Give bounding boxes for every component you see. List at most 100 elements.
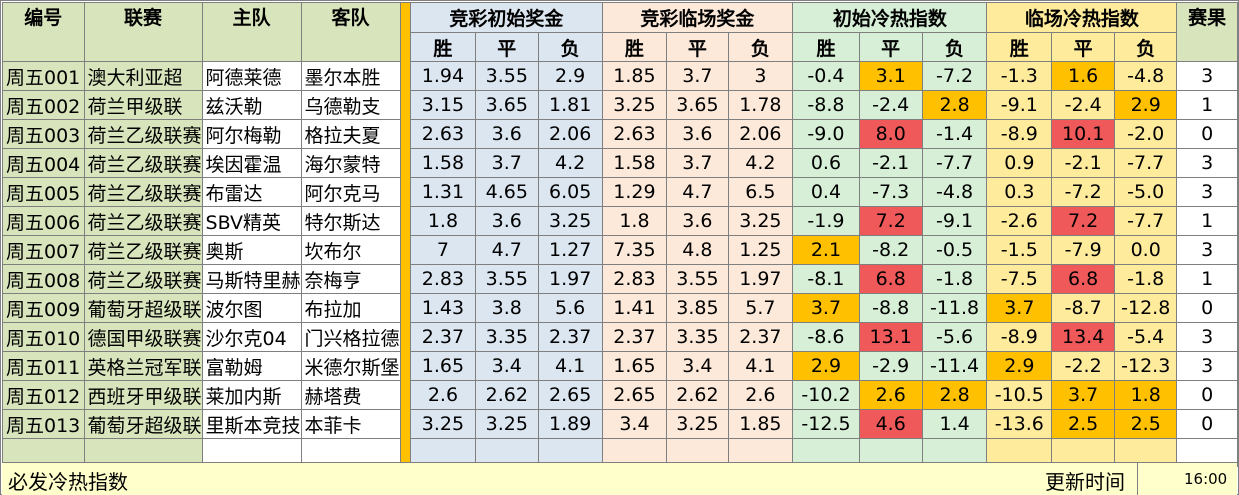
live-odds-draw: 3.6 xyxy=(666,119,729,149)
header-home: 主队 xyxy=(201,2,302,62)
live-odds-lose: 2.37 xyxy=(727,322,794,352)
sub-win: 胜 xyxy=(986,32,1053,62)
live-heat-win: -1.5 xyxy=(986,235,1053,265)
match-result: 0 xyxy=(1176,293,1238,323)
live-odds-draw: 3.4 xyxy=(666,351,729,381)
init-odds-draw: 3.6 xyxy=(474,119,539,149)
live-heat-draw: -2.4 xyxy=(1051,90,1116,120)
init-odds-lose: 3.25 xyxy=(537,206,603,236)
league-name: 葡萄牙超级联 xyxy=(83,293,203,323)
init-heat-win: 0.4 xyxy=(792,177,860,207)
live-odds-draw: 3.7 xyxy=(666,148,729,178)
init-odds-win: 3.25 xyxy=(410,409,476,439)
sub-draw: 平 xyxy=(1051,32,1116,62)
sub-lose: 负 xyxy=(537,32,603,62)
init-odds-draw: 2.62 xyxy=(474,380,539,410)
init-heat-win: -0.4 xyxy=(792,61,860,91)
sub-lose: 负 xyxy=(921,32,988,62)
init-heat-lose: 1.4 xyxy=(921,409,988,439)
init-heat-draw: 2.6 xyxy=(858,380,923,410)
table-row: 周五009 葡萄牙超级联 波尔图 布拉加 1.43 3.8 5.6 1.41 3.85 5.7 3.… xyxy=(2,293,1238,323)
init-heat-lose: -1.8 xyxy=(921,264,988,294)
empty-cell xyxy=(858,438,923,467)
live-odds-lose: 2.06 xyxy=(727,119,794,149)
live-heat-draw: 3.7 xyxy=(1051,380,1116,410)
init-odds-win: 1.43 xyxy=(410,293,476,323)
table-row: 周五001 澳大利亚超 阿德莱德 墨尔本胜 1.94 3.55 2.9 1.85 3.7 3 -0.… xyxy=(2,61,1238,91)
init-odds-lose: 2.06 xyxy=(537,119,603,149)
live-odds-win: 2.37 xyxy=(601,322,668,352)
live-heat-lose: -4.8 xyxy=(1114,61,1178,91)
init-heat-win: 2.9 xyxy=(792,351,860,381)
init-heat-win: -12.5 xyxy=(792,409,860,439)
match-id: 周五004 xyxy=(2,148,85,178)
init-odds-win: 1.31 xyxy=(410,177,476,207)
match-id: 周五007 xyxy=(2,235,85,265)
sub-lose: 负 xyxy=(1114,32,1178,62)
away-team: 格拉夫夏 xyxy=(300,119,401,149)
header-live-odds: 竞彩临场奖金 xyxy=(601,2,794,33)
table-row: 周五007 荷兰乙级联赛 奥斯 坎布尔 7 4.7 1.27 7.35 4.8 1.25 2.1 -8… xyxy=(2,235,1238,265)
league-name: 德国甲级联赛 xyxy=(83,322,203,352)
init-heat-lose: -4.8 xyxy=(921,177,988,207)
live-heat-lose: -12.8 xyxy=(1114,293,1178,323)
sub-lose: 负 xyxy=(727,32,794,62)
init-odds-win: 1.8 xyxy=(410,206,476,236)
live-heat-draw: 1.6 xyxy=(1051,61,1116,91)
live-odds-draw: 4.7 xyxy=(666,177,729,207)
live-heat-win: 0.3 xyxy=(986,177,1053,207)
init-heat-win: -8.8 xyxy=(792,90,860,120)
match-result: 0 xyxy=(1176,380,1238,410)
table-row: 周五002 荷兰甲级联 兹沃勒 乌德勒支 3.15 3.65 1.81 3.25 3.65 1.7… xyxy=(2,90,1238,120)
header-league: 联赛 xyxy=(83,2,203,62)
live-odds-lose: 1.85 xyxy=(727,409,794,439)
live-heat-win: -1.3 xyxy=(986,61,1053,91)
table-row: 周五004 荷兰乙级联赛 埃因霍温 海尔蒙特 1.58 3.7 4.2 1.58 3.7 4.2 0… xyxy=(2,148,1238,178)
match-id: 周五001 xyxy=(2,61,85,91)
table-row: 周五013 葡萄牙超级联 里斯本竞技 本菲卡 3.25 3.25 1.89 3.4 3.25 1.… xyxy=(2,409,1238,439)
match-id: 周五010 xyxy=(2,322,85,352)
live-odds-win: 2.83 xyxy=(601,264,668,294)
init-odds-win: 3.15 xyxy=(410,90,476,120)
home-team: 兹沃勒 xyxy=(201,90,302,120)
init-odds-lose: 6.05 xyxy=(537,177,603,207)
match-result: 3 xyxy=(1176,61,1238,91)
away-team: 奈梅亨 xyxy=(300,264,401,294)
table-row: 周五006 荷兰乙级联赛 SBV精英 特尔斯达 1.8 3.6 3.25 1.8 3.6 3.25… xyxy=(2,206,1238,236)
live-odds-win: 1.41 xyxy=(601,293,668,323)
live-heat-win: 2.9 xyxy=(986,351,1053,381)
away-team: 米德尔斯堡 xyxy=(300,351,401,381)
live-heat-win: -10.5 xyxy=(986,380,1053,410)
live-heat-lose: 0.0 xyxy=(1114,235,1178,265)
live-odds-win: 1.29 xyxy=(601,177,668,207)
init-odds-lose: 1.27 xyxy=(537,235,603,265)
live-heat-lose: -5.4 xyxy=(1114,322,1178,352)
live-odds-draw: 3.85 xyxy=(666,293,729,323)
init-odds-win: 2.6 xyxy=(410,380,476,410)
init-odds-draw: 3.6 xyxy=(474,206,539,236)
live-odds-draw: 3.55 xyxy=(666,264,729,294)
league-name: 荷兰乙级联赛 xyxy=(83,177,203,207)
init-heat-draw: -8.8 xyxy=(858,293,923,323)
update-time-label: 更新时间 xyxy=(1045,470,1125,494)
init-odds-win: 1.65 xyxy=(410,351,476,381)
init-odds-lose: 1.89 xyxy=(537,409,603,439)
league-name: 荷兰乙级联赛 xyxy=(83,264,203,294)
init-heat-lose: -9.1 xyxy=(921,206,988,236)
live-heat-lose: -1.8 xyxy=(1114,264,1178,294)
init-heat-draw: 4.6 xyxy=(858,409,923,439)
live-heat-draw: -7.2 xyxy=(1051,177,1116,207)
live-heat-win: 3.7 xyxy=(986,293,1053,323)
init-odds-lose: 4.2 xyxy=(537,148,603,178)
init-heat-draw: -2.9 xyxy=(858,351,923,381)
init-odds-draw: 3.55 xyxy=(474,61,539,91)
live-heat-win: -8.9 xyxy=(986,119,1053,149)
header-init-heat: 初始冷热指数 xyxy=(792,2,988,33)
home-team: 马斯特里赫 xyxy=(201,264,302,294)
live-heat-win: -7.5 xyxy=(986,264,1053,294)
match-result: 3 xyxy=(1176,351,1238,381)
live-odds-win: 3.4 xyxy=(601,409,668,439)
update-time-value: 16:00 xyxy=(1184,470,1228,488)
live-heat-win: -2.6 xyxy=(986,206,1053,236)
init-heat-draw: -8.2 xyxy=(858,235,923,265)
